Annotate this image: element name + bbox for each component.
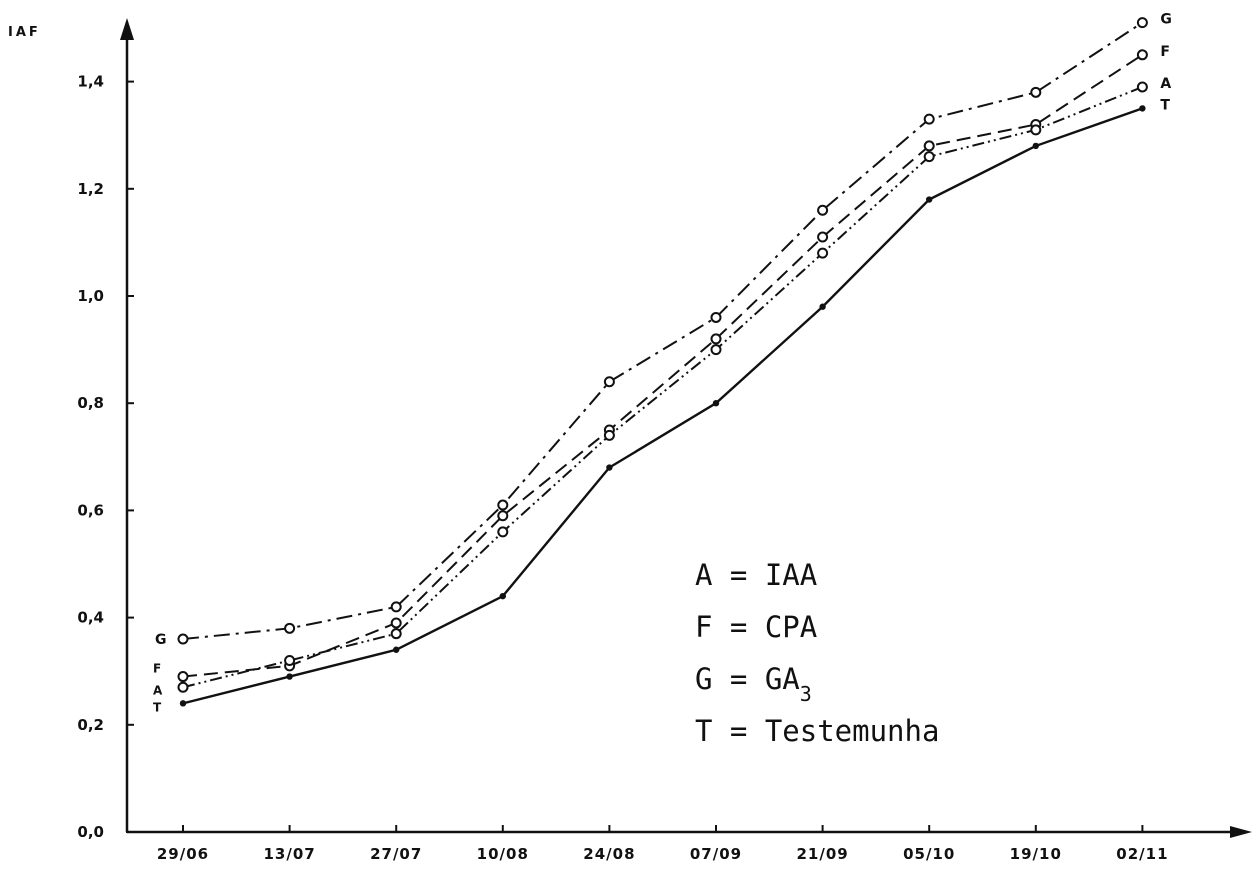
data-point: [286, 673, 293, 680]
series-label-left-a: A: [153, 683, 163, 697]
x-tick-label: 24/08: [583, 845, 635, 863]
legend-item-text: A = IAA: [695, 558, 817, 592]
series-line-f: [182, 53, 1143, 678]
data-point: [1032, 142, 1040, 150]
x-tick-label: 29/06: [157, 845, 209, 863]
data-point: [712, 400, 720, 407]
x-axis-arrow: [1230, 826, 1252, 838]
data-point: [284, 622, 296, 634]
data-point: [497, 499, 509, 511]
data-point: [1030, 124, 1042, 136]
data-point: [1136, 49, 1148, 61]
y-ticks: 0,0 0,2 0,4 0,6 0,8 1,0 1,2 1,4: [77, 73, 134, 841]
legend-item: F = CPA: [695, 610, 817, 644]
y-axis-arrow: [120, 18, 134, 40]
y-tick-label: 1,2: [77, 180, 104, 198]
series-label-right-a: A: [1160, 76, 1171, 92]
y-tick-label: 0,4: [77, 609, 104, 627]
data-point: [390, 628, 402, 640]
data-point: [710, 311, 722, 323]
data-point: [499, 592, 506, 600]
legend-item-text: F = CPA: [695, 610, 817, 644]
series-t: [179, 105, 1146, 707]
legend-item-text: T = Testemunha: [695, 714, 939, 748]
legend: A = IAA F = CPA G = GA3 T = Testemunha: [695, 558, 939, 748]
y-axis-label: IAF: [8, 25, 41, 40]
data-point: [390, 617, 402, 629]
x-ticks: 29/06 13/07 27/07 10/08 24/08 07/09 21/09 05/10…: [157, 825, 1168, 863]
series-layer: [177, 17, 1148, 707]
series-g: [177, 17, 1148, 645]
data-point: [1139, 105, 1146, 112]
series-a: [177, 81, 1148, 693]
x-tick-label: 27/07: [370, 845, 422, 863]
data-point: [177, 681, 189, 693]
data-point: [926, 196, 933, 203]
series-label-right-f: F: [1160, 44, 1170, 60]
series-label-left-g: G: [155, 632, 167, 648]
y-tick-label: 1,0: [77, 287, 104, 305]
data-point: [817, 204, 829, 216]
data-point: [603, 429, 615, 441]
y-tick-label: 0,6: [77, 501, 104, 519]
y-tick-label: 1,4: [77, 73, 104, 91]
x-tick-label: 21/09: [796, 845, 848, 863]
legend-item-text: G = GA3: [695, 662, 812, 706]
data-point: [177, 633, 189, 645]
y-tick-label: 0,2: [77, 716, 104, 734]
legend-subscript: 3: [800, 682, 812, 706]
y-tick-label: 0,8: [77, 394, 104, 412]
series-label-left-t: T: [153, 700, 162, 714]
data-point: [923, 151, 935, 163]
data-point: [923, 140, 935, 152]
legend-item: T = Testemunha: [695, 714, 939, 748]
x-tick-label: 05/10: [903, 845, 955, 863]
data-point: [603, 376, 615, 388]
data-point: [1136, 17, 1148, 29]
legend-item: A = IAA: [695, 558, 817, 592]
y-tick-label: 0,0: [77, 823, 104, 841]
data-point: [497, 526, 509, 538]
data-point: [923, 113, 935, 125]
series-label-right-g: G: [1160, 12, 1172, 28]
data-point: [390, 601, 402, 613]
data-point: [393, 646, 400, 653]
x-tick-label: 13/07: [263, 845, 315, 863]
x-tick-label: 07/09: [690, 845, 742, 863]
data-point: [817, 247, 829, 259]
series-f: [177, 49, 1148, 683]
data-point: [710, 344, 722, 356]
x-tick-label: 10/08: [477, 845, 529, 863]
data-point: [284, 654, 296, 666]
data-point: [179, 700, 187, 707]
series-label-left-f: F: [153, 662, 161, 676]
data-point: [1030, 86, 1042, 98]
legend-item: G = GA3: [695, 662, 812, 706]
data-point: [497, 510, 509, 522]
data-point: [819, 303, 826, 310]
data-point: [177, 671, 189, 683]
x-tick-label: 02/11: [1116, 845, 1168, 863]
series-line-a: [182, 86, 1143, 689]
series-line-t: [182, 107, 1143, 705]
data-point: [710, 333, 722, 345]
x-tick-label: 19/10: [1010, 845, 1062, 863]
data-point: [817, 231, 829, 243]
data-point: [606, 464, 613, 471]
data-point: [1136, 81, 1148, 93]
series-label-right-t: T: [1160, 97, 1170, 113]
series-line-g: [182, 21, 1143, 641]
chart-axes: IAF: [8, 18, 1252, 838]
